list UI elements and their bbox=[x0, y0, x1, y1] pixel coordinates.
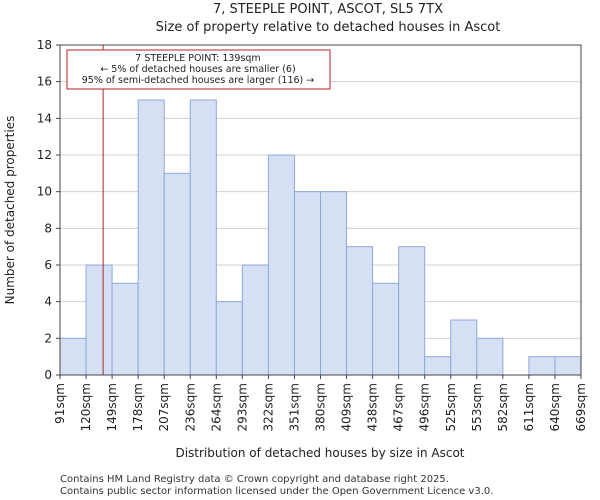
bar-380sqm bbox=[320, 191, 348, 376]
y-tick-label-1: 2 bbox=[44, 331, 52, 345]
annotation-box bbox=[66, 49, 331, 90]
x-tick-label-16: 553sqm bbox=[470, 383, 484, 431]
bar-351sqm bbox=[293, 191, 322, 376]
bar-611sqm bbox=[528, 356, 556, 376]
x-tick-label-19: 640sqm bbox=[548, 383, 562, 431]
x-tick-label-1: 120sqm bbox=[79, 383, 93, 431]
y-tick-label-5: 10 bbox=[37, 185, 52, 199]
y-tick-label-0: 0 bbox=[44, 368, 52, 382]
bar-322sqm bbox=[267, 154, 295, 376]
x-tick-label-5: 236sqm bbox=[183, 383, 197, 431]
y-axis-label: Number of detached properties bbox=[3, 116, 17, 305]
x-tick-label-15: 525sqm bbox=[444, 383, 458, 431]
chart-subtitle: Size of property relative to detached ho… bbox=[156, 20, 501, 35]
footer-line-1: Contains HM Land Registry data © Crown c… bbox=[60, 474, 449, 485]
bar-496sqm bbox=[424, 356, 452, 376]
annotation-line-3: 95% of semi-detached houses are larger (… bbox=[82, 75, 315, 86]
bar-409sqm bbox=[346, 246, 374, 376]
x-tick-label-11: 409sqm bbox=[340, 383, 354, 431]
y-tick-label-3: 6 bbox=[44, 258, 52, 272]
x-tick-label-6: 264sqm bbox=[209, 383, 223, 431]
bar-264sqm bbox=[215, 301, 243, 376]
x-tick-label-17: 582sqm bbox=[496, 383, 510, 431]
bar-207sqm bbox=[163, 172, 191, 376]
bar-525sqm bbox=[450, 319, 478, 376]
bar-640sqm bbox=[554, 356, 582, 376]
x-tick-label-18: 611sqm bbox=[522, 383, 536, 431]
bar-236sqm bbox=[189, 99, 217, 376]
x-tick-label-8: 322sqm bbox=[261, 383, 275, 431]
y-tick-label-2: 4 bbox=[44, 295, 52, 309]
bars bbox=[59, 99, 582, 376]
x-tick-label-7: 293sqm bbox=[235, 383, 249, 431]
annotation-line-2: ← 5% of detached houses are smaller (6) bbox=[100, 64, 295, 75]
footer-line-2: Contains public sector information licen… bbox=[60, 486, 493, 497]
bar-553sqm bbox=[476, 337, 504, 376]
y-tick-label-4: 8 bbox=[44, 221, 52, 235]
y-axis-ticks: 0 2 4 6 8 10 12 14 16 18 bbox=[37, 38, 60, 382]
bar-149sqm bbox=[111, 282, 139, 376]
x-tick-label-0: 91sqm bbox=[53, 383, 67, 424]
x-tick-label-10: 380sqm bbox=[314, 383, 328, 431]
bar-293sqm bbox=[241, 264, 269, 376]
x-tick-label-2: 149sqm bbox=[105, 383, 119, 431]
x-tick-label-13: 467sqm bbox=[392, 383, 406, 431]
y-tick-label-6: 12 bbox=[37, 148, 52, 162]
y-tick-label-8: 16 bbox=[37, 75, 52, 89]
x-axis-label: Distribution of detached houses by size … bbox=[175, 446, 464, 460]
y-tick-label-9: 18 bbox=[37, 38, 52, 52]
x-tick-label-9: 351sqm bbox=[287, 383, 301, 431]
chart-title: 7, STEEPLE POINT, ASCOT, SL5 7TX bbox=[213, 2, 443, 17]
bar-91sqm bbox=[59, 337, 87, 376]
bar-178sqm bbox=[137, 99, 165, 376]
marker-annotation: 7 STEEPLE POINT: 139sqm ← 5% of detached… bbox=[66, 49, 331, 90]
x-tick-label-4: 207sqm bbox=[157, 383, 171, 431]
x-tick-label-14: 496sqm bbox=[418, 383, 432, 431]
x-tick-label-20: 669sqm bbox=[574, 383, 588, 431]
y-tick-label-7: 14 bbox=[37, 111, 52, 125]
bar-120sqm bbox=[85, 264, 113, 376]
bar-438sqm bbox=[372, 282, 400, 376]
x-tick-label-3: 178sqm bbox=[131, 383, 145, 431]
x-axis-ticks: 91sqm 120sqm 149sqm 178sqm 207sqm 236sqm 264sq… bbox=[53, 375, 588, 431]
bar-467sqm bbox=[398, 246, 426, 376]
x-tick-label-12: 438sqm bbox=[366, 383, 380, 431]
annotation-line-1: 7 STEEPLE POINT: 139sqm bbox=[135, 53, 260, 64]
